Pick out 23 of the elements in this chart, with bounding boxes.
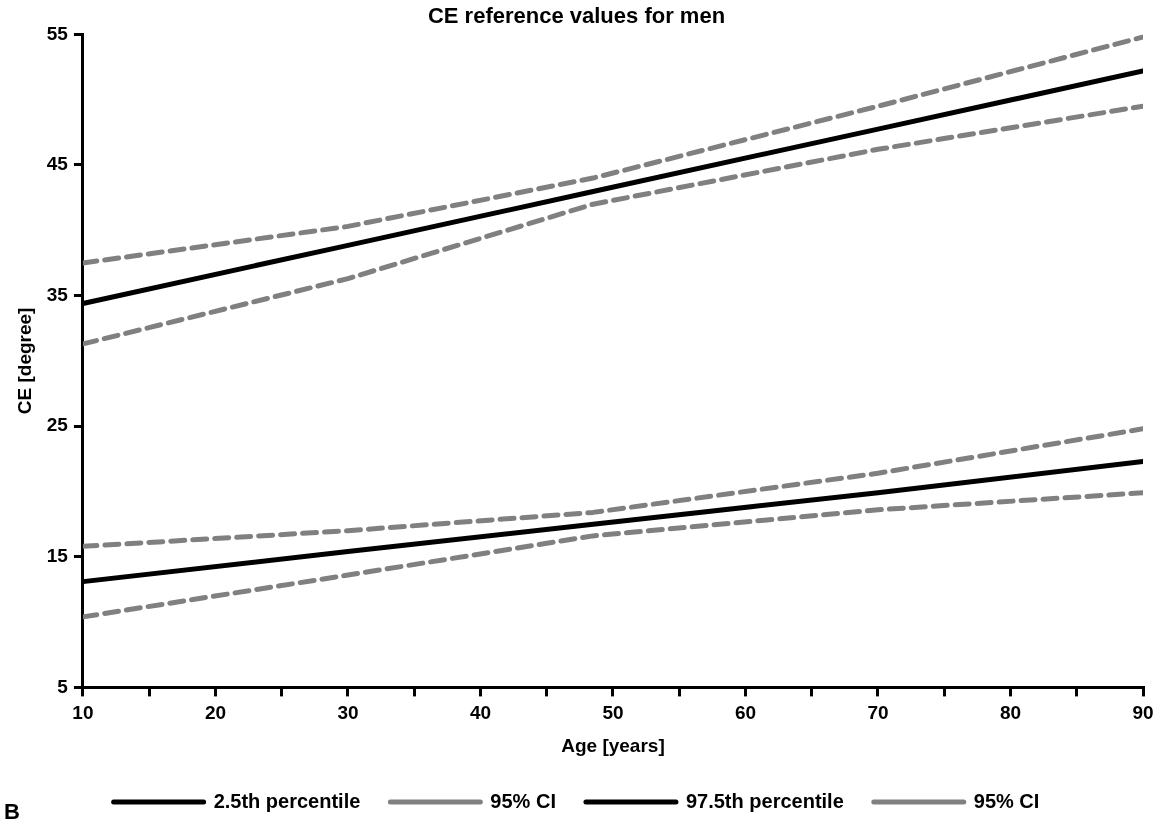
x-tick-label: 20 xyxy=(204,702,227,724)
y-tick-label: 25 xyxy=(46,414,69,436)
x-tick-label: 90 xyxy=(1132,702,1154,724)
legend-label: 95% CI xyxy=(490,789,556,812)
x-tick-label: 70 xyxy=(867,702,889,724)
legend-label: 2.5th percentile xyxy=(213,789,361,812)
y-tick-label: 15 xyxy=(46,545,69,567)
x-tick-label: 60 xyxy=(734,702,757,724)
text: B xyxy=(4,799,20,825)
y-tick-label: 35 xyxy=(46,283,69,305)
y-tick-label: 5 xyxy=(57,675,69,697)
legend-label: 95% CI xyxy=(973,789,1040,812)
x-tick-label: 80 xyxy=(999,702,1022,724)
x-tick-label: 30 xyxy=(337,702,359,724)
x-tick-label: 40 xyxy=(469,702,492,724)
chart-title: CE reference values for men xyxy=(427,3,726,29)
x-axis-title: Age [years] xyxy=(561,734,665,756)
y-tick-label: 45 xyxy=(46,153,69,175)
legend-label: 97.5th percentile xyxy=(685,789,844,812)
x-tick-label: 50 xyxy=(602,702,624,724)
y-tick-label: 55 xyxy=(46,22,69,44)
y-axis-title: CE [degree] xyxy=(13,307,35,415)
x-tick-label: 10 xyxy=(72,702,94,724)
